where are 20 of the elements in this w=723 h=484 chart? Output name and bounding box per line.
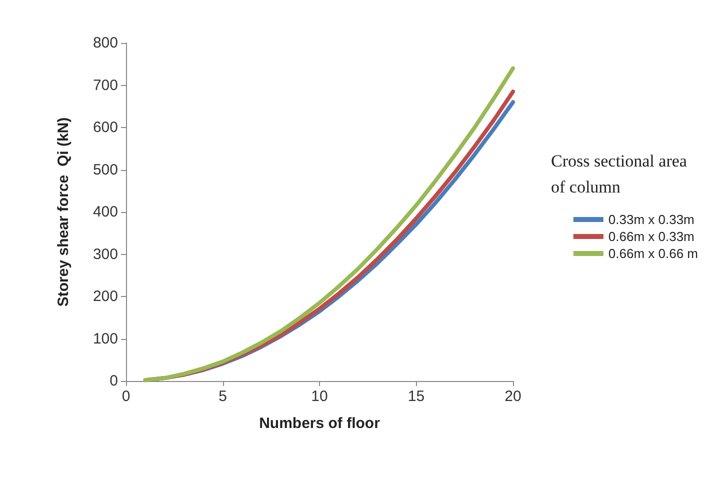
y-tick-label: 700 [92, 76, 118, 94]
x-tick-label: 0 [122, 388, 130, 405]
x-tick-label: 10 [311, 388, 328, 405]
y-tick-label: 500 [92, 161, 118, 178]
y-tick-label: 200 [92, 288, 118, 305]
y-tick-label: 400 [92, 204, 118, 220]
legend-label: 0.66m x 0.33m [608, 229, 694, 244]
x-tick-label: 20 [504, 388, 522, 405]
x-tick-label: 5 [218, 388, 227, 405]
y-tick-label: 600 [92, 119, 118, 136]
y-tick-label: 800 [92, 34, 118, 52]
legend-label: 0.33m x 0.33m [608, 212, 694, 227]
y-axis-title: Storey shear force Qi (kN) [55, 117, 72, 307]
legend-label: 0.66m x 0.66 m [608, 246, 698, 261]
legend-title: Cross sectional area of column [551, 152, 692, 196]
x-tick-label: 15 [408, 388, 425, 405]
y-tick-label: 100 [92, 330, 118, 348]
y-tick-label: 0 [110, 372, 118, 390]
x-axis-title: Numbers of floor [259, 415, 380, 432]
y-tick-label: 300 [92, 246, 118, 263]
